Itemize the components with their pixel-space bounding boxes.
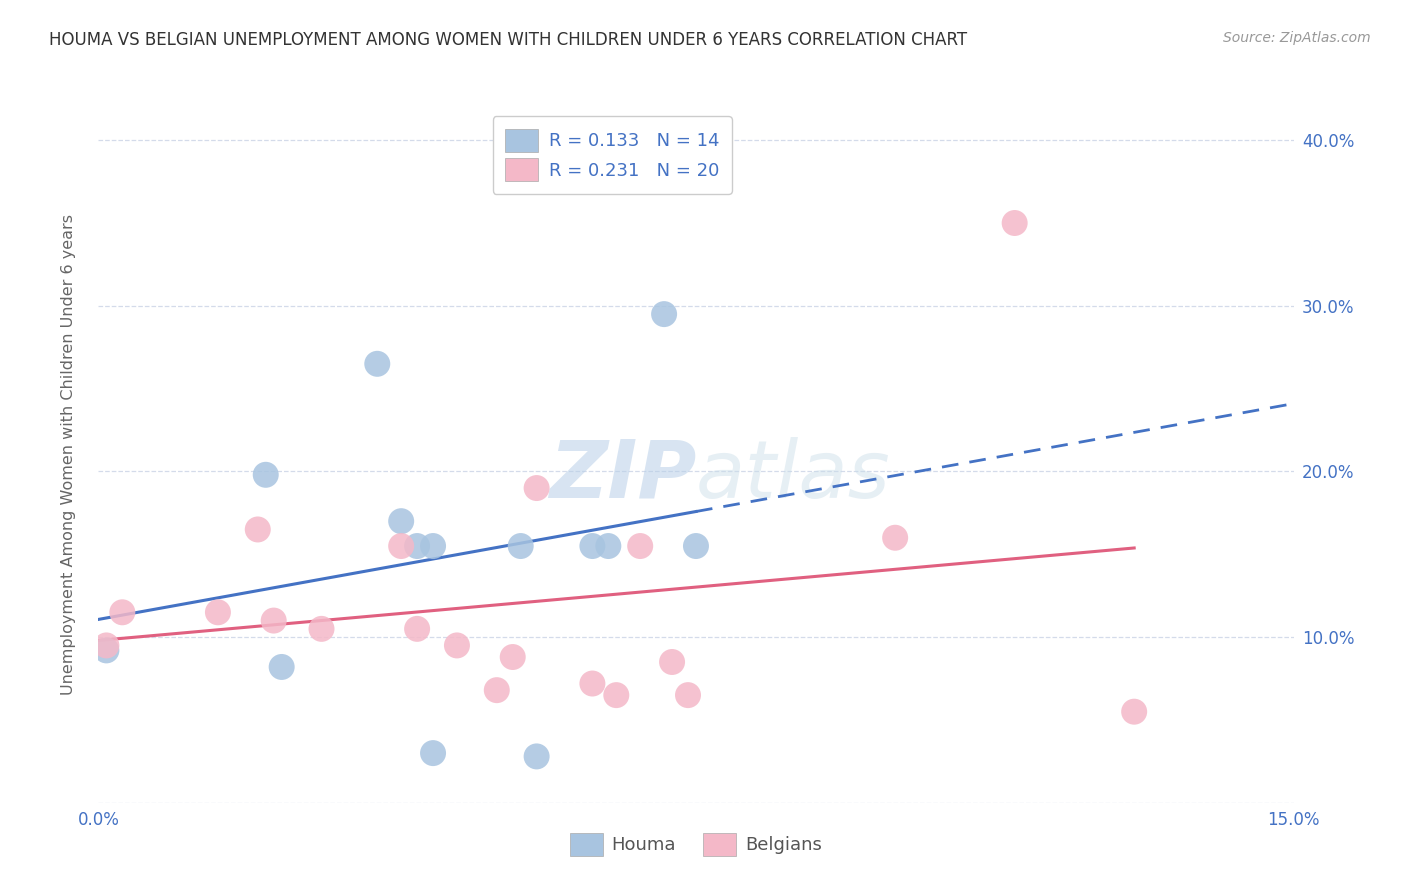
- Point: [661, 655, 683, 669]
- Point: [652, 307, 675, 321]
- Point: [406, 622, 429, 636]
- Point: [685, 539, 707, 553]
- Y-axis label: Unemployment Among Women with Children Under 6 years: Unemployment Among Women with Children U…: [62, 214, 76, 696]
- Point: [207, 605, 229, 619]
- Point: [526, 749, 548, 764]
- Point: [502, 650, 524, 665]
- Point: [96, 639, 118, 653]
- Text: atlas: atlas: [696, 437, 891, 515]
- Point: [270, 660, 292, 674]
- Point: [581, 539, 603, 553]
- Point: [628, 539, 651, 553]
- Point: [581, 676, 603, 690]
- Point: [605, 688, 627, 702]
- Point: [422, 539, 444, 553]
- Point: [884, 531, 907, 545]
- Point: [526, 481, 548, 495]
- Point: [389, 514, 412, 528]
- Point: [366, 357, 388, 371]
- Point: [598, 539, 620, 553]
- Point: [311, 622, 333, 636]
- Point: [254, 467, 277, 482]
- Text: HOUMA VS BELGIAN UNEMPLOYMENT AMONG WOMEN WITH CHILDREN UNDER 6 YEARS CORRELATIO: HOUMA VS BELGIAN UNEMPLOYMENT AMONG WOME…: [49, 31, 967, 49]
- Point: [676, 688, 699, 702]
- Legend: Houma, Belgians: Houma, Belgians: [562, 826, 830, 863]
- Point: [485, 683, 508, 698]
- Point: [1004, 216, 1026, 230]
- Point: [1123, 705, 1146, 719]
- Point: [96, 643, 118, 657]
- Point: [246, 523, 269, 537]
- Text: ZIP: ZIP: [548, 437, 696, 515]
- Point: [509, 539, 531, 553]
- Point: [263, 614, 285, 628]
- Point: [406, 539, 429, 553]
- Point: [111, 605, 134, 619]
- Text: Source: ZipAtlas.com: Source: ZipAtlas.com: [1223, 31, 1371, 45]
- Point: [389, 539, 412, 553]
- Point: [446, 639, 468, 653]
- Point: [422, 746, 444, 760]
